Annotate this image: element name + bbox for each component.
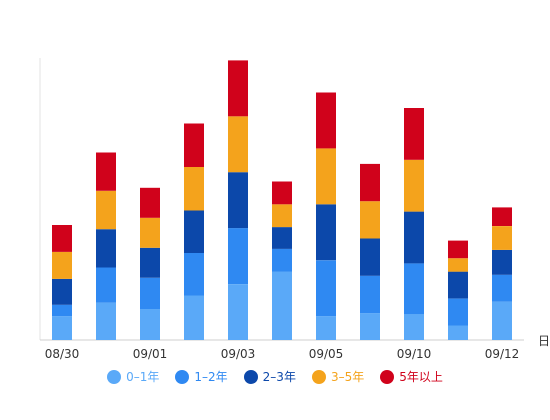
bar-segment-09-01-series-2[interactable] (140, 277, 160, 309)
x-tick-label: 09/10 (397, 347, 432, 361)
legend-item-2[interactable]: 1–2年 (175, 368, 228, 385)
legend-marker (243, 369, 258, 384)
stacked-bar-chart: 08/30 09/01 09/03 09/05 09/10 09/12 日 (39, 58, 550, 361)
bar-segment-09-04-series-3[interactable] (272, 227, 292, 249)
bar-segment-09-12-series-3[interactable] (492, 249, 512, 275)
bar-segment-09-03-series-4[interactable] (228, 116, 248, 173)
bar-segment-09-11-series-1[interactable] (448, 325, 468, 341)
legend-marker (107, 369, 122, 384)
bar-segment-09-03-series-1[interactable] (228, 284, 248, 340)
bar-segment-09-01-series-4[interactable] (140, 217, 160, 248)
bar-segment-09-12-series-1[interactable] (492, 301, 512, 340)
bar-segment-09-03-series-3[interactable] (228, 172, 248, 229)
bar-segment-08-31-series-4[interactable] (96, 190, 116, 230)
bar-segment-08-31-series-1[interactable] (96, 302, 116, 340)
bar-segment-09-10-series-4[interactable] (404, 159, 424, 212)
x-tick-label: 08/30 (45, 347, 80, 361)
bar-group (52, 60, 512, 340)
x-tick-label: 09/03 (221, 347, 256, 361)
bar-segment-09-10-series-5[interactable] (404, 108, 424, 160)
bar-segment-08-30-series-3[interactable] (52, 278, 72, 305)
legend-label: 5年以上 (399, 370, 443, 384)
legend-item-1[interactable]: 0–1年 (107, 368, 159, 385)
bar-segment-09-04-series-2[interactable] (272, 248, 292, 272)
bar-segment-09-12-series-4[interactable] (492, 226, 512, 250)
bar-segment-09-05-series-1[interactable] (316, 316, 336, 340)
bar-segment-09-06-series-2[interactable] (360, 275, 380, 314)
bar-segment-09-10-series-3[interactable] (404, 211, 424, 264)
bar-segment-08-31-series-5[interactable] (96, 152, 116, 191)
x-axis-unit-label: 日 (538, 334, 550, 348)
bar-segment-08-30-series-4[interactable] (52, 252, 72, 279)
bar-segment-09-05-series-5[interactable] (316, 92, 336, 149)
legend-item-3[interactable]: 2–3年 (243, 368, 296, 385)
x-tick-labels: 08/30 09/01 09/03 09/05 09/10 09/12 (45, 347, 520, 361)
legend-label: 1–2年 (194, 370, 228, 384)
bar-segment-09-01-series-5[interactable] (140, 187, 160, 218)
bar-segment-09-02-series-3[interactable] (184, 210, 204, 254)
bar-segment-09-05-series-4[interactable] (316, 148, 336, 205)
bar-segment-09-02-series-1[interactable] (184, 295, 204, 341)
bar-segment-08-31-series-3[interactable] (96, 229, 116, 268)
bar-segment-09-02-series-2[interactable] (184, 253, 204, 296)
bar-segment-09-12-series-2[interactable] (492, 274, 512, 302)
bar-segment-09-11-series-5[interactable] (448, 240, 468, 259)
legend-label: 3–5年 (330, 370, 365, 384)
bar-segment-09-10-series-2[interactable] (404, 263, 424, 315)
legend-item-5[interactable]: 5年以上 (380, 368, 443, 385)
bar-segment-09-05-series-2[interactable] (316, 260, 336, 317)
legend-label: 2–3年 (262, 370, 296, 384)
bar-segment-09-01-series-1[interactable] (140, 308, 160, 340)
bar-segment-09-04-series-1[interactable] (272, 271, 292, 340)
bar-segment-09-04-series-4[interactable] (272, 204, 292, 228)
bar-segment-09-06-series-1[interactable] (360, 313, 380, 340)
bar-segment-09-11-series-3[interactable] (448, 271, 468, 299)
bar-segment-09-06-series-5[interactable] (360, 163, 380, 202)
legend-item-4[interactable]: 3–5年 (311, 368, 365, 385)
x-tick-label: 09/01 (133, 347, 168, 361)
bar-segment-09-01-series-3[interactable] (140, 247, 160, 278)
bar-segment-09-11-series-4[interactable] (448, 258, 468, 272)
bar-segment-09-03-series-5[interactable] (228, 60, 248, 117)
bar-segment-09-11-series-2[interactable] (448, 298, 468, 326)
bar-segment-09-04-series-5[interactable] (272, 181, 292, 205)
bar-segment-08-30-series-5[interactable] (52, 225, 72, 252)
bar-segment-09-02-series-4[interactable] (184, 167, 204, 211)
legend-marker (311, 369, 326, 384)
x-tick-label: 09/05 (309, 347, 344, 361)
bar-segment-09-06-series-3[interactable] (360, 238, 380, 276)
legend: 0–1年 1–2年 2–3年 3–5年 5年以上 (0, 368, 550, 385)
bar-segment-09-03-series-2[interactable] (228, 228, 248, 284)
bar-segment-08-30-series-1[interactable] (52, 316, 72, 340)
bar-segment-09-12-series-5[interactable] (492, 207, 512, 226)
bar-segment-08-31-series-2[interactable] (96, 267, 116, 303)
bar-segment-09-10-series-1[interactable] (404, 314, 424, 340)
bar-segment-08-30-series-2[interactable] (52, 304, 72, 317)
bar-segment-09-06-series-4[interactable] (360, 201, 380, 239)
bar-segment-09-02-series-5[interactable] (184, 123, 204, 168)
bar-segment-09-05-series-3[interactable] (316, 204, 336, 261)
x-tick-label: 09/12 (485, 347, 520, 361)
legend-label: 0–1年 (126, 370, 160, 384)
legend-marker (175, 369, 190, 384)
legend-marker (380, 369, 395, 384)
